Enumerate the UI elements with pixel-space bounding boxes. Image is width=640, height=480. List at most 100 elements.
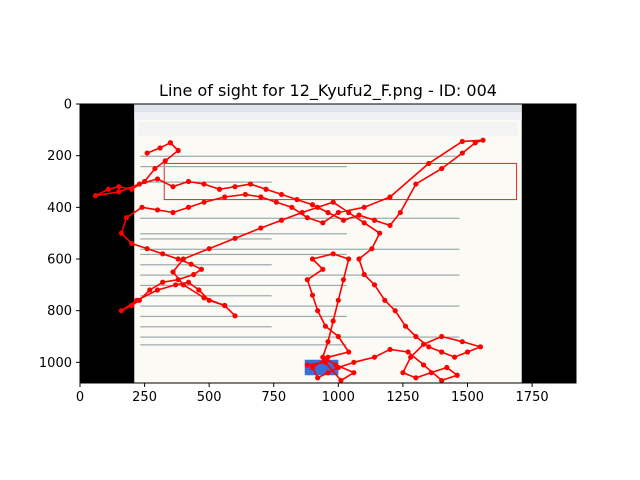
gaze-point [400, 370, 406, 376]
document-text-line [140, 295, 272, 297]
gaze-point [361, 204, 367, 210]
gaze-point [278, 191, 285, 198]
gaze-point [387, 222, 393, 229]
gaze-point [180, 256, 186, 262]
document-text-line [140, 155, 460, 157]
gaze-point [322, 323, 329, 329]
gaze-point [330, 199, 336, 205]
gaze-point [247, 181, 254, 187]
gaze-point [309, 256, 316, 262]
gaze-point [413, 333, 419, 340]
gaze-point [160, 279, 166, 285]
gaze-point [315, 308, 321, 314]
gaze-point [330, 251, 336, 257]
y-tick-label: 800 [47, 304, 72, 319]
gaze-point [346, 349, 352, 355]
gaze-point [330, 318, 336, 324]
gaze-point [335, 333, 341, 340]
gaze-point [172, 282, 179, 288]
gaze-point [340, 217, 347, 223]
gaze-point [191, 271, 197, 278]
gaze-point [232, 235, 238, 241]
gaze-point [129, 240, 135, 247]
x-tick-label: 250 [132, 390, 157, 405]
gaze-point [459, 150, 465, 156]
document-text-line [140, 344, 347, 346]
y-tick-label: 200 [47, 149, 72, 164]
gaze-point [439, 165, 445, 172]
gaze-point [369, 246, 375, 252]
x-tick-label: 500 [197, 390, 222, 405]
gaze-point [322, 359, 329, 365]
gaze-point [162, 158, 168, 164]
y-tick-label: 400 [47, 201, 72, 216]
gaze-point [426, 160, 432, 167]
y-tick-label: 1000 [39, 356, 72, 371]
x-tick-label: 1500 [451, 390, 484, 405]
gaze-point [139, 204, 145, 210]
plot-frame [79, 103, 577, 384]
document-text-line [140, 274, 460, 276]
gaze-point [170, 209, 176, 216]
gaze-point [222, 302, 228, 309]
gaze-point [377, 230, 383, 236]
gaze-point [413, 181, 419, 187]
gaze-point [118, 308, 124, 314]
document-text-line [140, 217, 460, 219]
document-text-line [140, 166, 347, 168]
gaze-point [278, 217, 285, 223]
gaze-point [439, 333, 445, 340]
gaze-point [439, 349, 445, 355]
gaze-point [116, 184, 122, 190]
gaze-point [242, 191, 248, 198]
gaze-point [258, 225, 264, 231]
gaze-point [459, 138, 465, 145]
gaze-point [175, 256, 181, 262]
gaze-point [154, 176, 161, 182]
gaze-point [325, 339, 331, 345]
gaze-point [180, 282, 186, 288]
gaze-point [480, 137, 486, 143]
gaze-point [464, 349, 471, 355]
gaze-point [175, 277, 181, 283]
document-text-line [140, 315, 347, 318]
gaze-point [206, 246, 212, 252]
y-tick-label: 600 [47, 253, 72, 268]
gaze-point [402, 323, 409, 329]
gaze-point [185, 279, 192, 285]
gaze-point [175, 147, 181, 154]
gaze-point [273, 199, 279, 205]
gaze-point [333, 362, 339, 368]
gaze-point [160, 251, 166, 257]
document-text-line [140, 336, 460, 338]
gaze-point [315, 204, 321, 210]
gaze-point [188, 261, 194, 267]
x-tick-label: 1250 [386, 390, 419, 405]
document-text-line [140, 326, 272, 328]
gaze-point [147, 287, 153, 293]
gaze-point [134, 297, 140, 303]
gaze-point [315, 375, 321, 381]
x-tick-label: 1750 [516, 390, 549, 405]
screenshot-image [134, 104, 522, 383]
gaze-point [154, 287, 161, 293]
gaze-point [335, 209, 341, 216]
gaze-point [157, 145, 163, 151]
gaze-point [371, 354, 378, 360]
document-text-line [140, 305, 460, 307]
gaze-point [185, 178, 192, 185]
gaze-point [382, 297, 388, 303]
gaze-point [201, 181, 207, 187]
gaze-point [170, 269, 176, 275]
gaze-point [116, 189, 122, 195]
gaze-point [289, 204, 295, 210]
gaze-point [392, 308, 398, 314]
gaze-point [320, 220, 326, 226]
gaze-point [105, 186, 112, 192]
gaze-point [206, 297, 212, 303]
gaze-point [309, 364, 316, 371]
gaze-point [397, 209, 403, 216]
gaze-point [201, 295, 207, 301]
gaze-point [201, 199, 207, 205]
